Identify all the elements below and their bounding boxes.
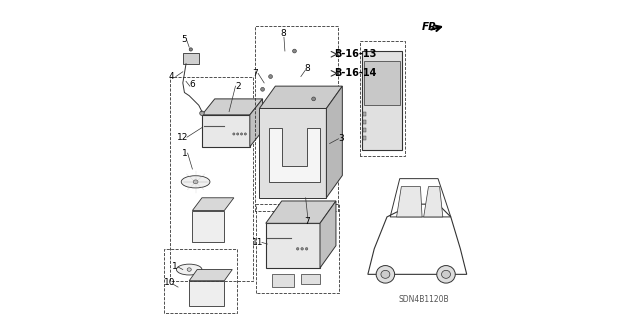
Text: 3: 3 — [338, 134, 344, 143]
Text: 2: 2 — [236, 82, 241, 91]
Ellipse shape — [376, 265, 395, 283]
Polygon shape — [202, 99, 262, 115]
Polygon shape — [193, 198, 234, 211]
Text: 1: 1 — [182, 149, 188, 158]
Polygon shape — [397, 187, 422, 217]
Bar — [362, 51, 402, 150]
Bar — [363, 128, 366, 132]
Bar — [272, 274, 294, 287]
Text: 8: 8 — [305, 64, 310, 73]
Bar — [301, 274, 320, 284]
Ellipse shape — [187, 268, 191, 271]
Polygon shape — [266, 201, 336, 223]
Text: 1: 1 — [172, 262, 178, 271]
Ellipse shape — [200, 111, 204, 115]
Ellipse shape — [296, 248, 299, 250]
Text: 5: 5 — [182, 35, 188, 44]
Bar — [364, 61, 401, 105]
Ellipse shape — [260, 87, 264, 91]
Text: 4: 4 — [169, 72, 175, 81]
Polygon shape — [259, 86, 342, 108]
Ellipse shape — [177, 264, 202, 275]
Bar — [363, 112, 366, 116]
Text: 10: 10 — [164, 278, 175, 287]
Ellipse shape — [442, 270, 451, 278]
Ellipse shape — [305, 248, 308, 250]
Ellipse shape — [181, 176, 210, 188]
Text: 6: 6 — [189, 80, 195, 89]
Bar — [363, 136, 366, 140]
Ellipse shape — [189, 48, 193, 51]
Polygon shape — [326, 86, 342, 198]
Bar — [266, 223, 320, 268]
Text: SDN4B1120B: SDN4B1120B — [398, 295, 449, 304]
Polygon shape — [250, 99, 262, 147]
Ellipse shape — [381, 270, 390, 278]
Ellipse shape — [292, 49, 296, 53]
Bar — [259, 108, 326, 198]
Ellipse shape — [193, 180, 198, 184]
Text: 7: 7 — [253, 69, 259, 78]
Ellipse shape — [244, 133, 246, 135]
Ellipse shape — [436, 265, 455, 283]
Ellipse shape — [237, 133, 239, 135]
Ellipse shape — [269, 75, 273, 78]
Text: 7: 7 — [305, 217, 310, 226]
Text: B-16-13: B-16-13 — [334, 49, 377, 59]
Polygon shape — [320, 201, 336, 268]
Text: B-16-14: B-16-14 — [334, 68, 377, 78]
Polygon shape — [189, 281, 224, 306]
Bar — [184, 53, 200, 64]
Ellipse shape — [312, 97, 316, 101]
Text: 8: 8 — [280, 29, 286, 38]
Ellipse shape — [301, 248, 303, 250]
Polygon shape — [193, 211, 224, 242]
Polygon shape — [424, 187, 443, 217]
Bar — [202, 115, 250, 147]
Bar — [363, 120, 366, 124]
Polygon shape — [189, 270, 232, 281]
Ellipse shape — [233, 133, 235, 135]
Text: 11: 11 — [252, 238, 264, 247]
Polygon shape — [269, 128, 320, 182]
Text: 12: 12 — [177, 133, 188, 142]
Ellipse shape — [241, 133, 243, 135]
Text: FR.: FR. — [422, 22, 442, 32]
